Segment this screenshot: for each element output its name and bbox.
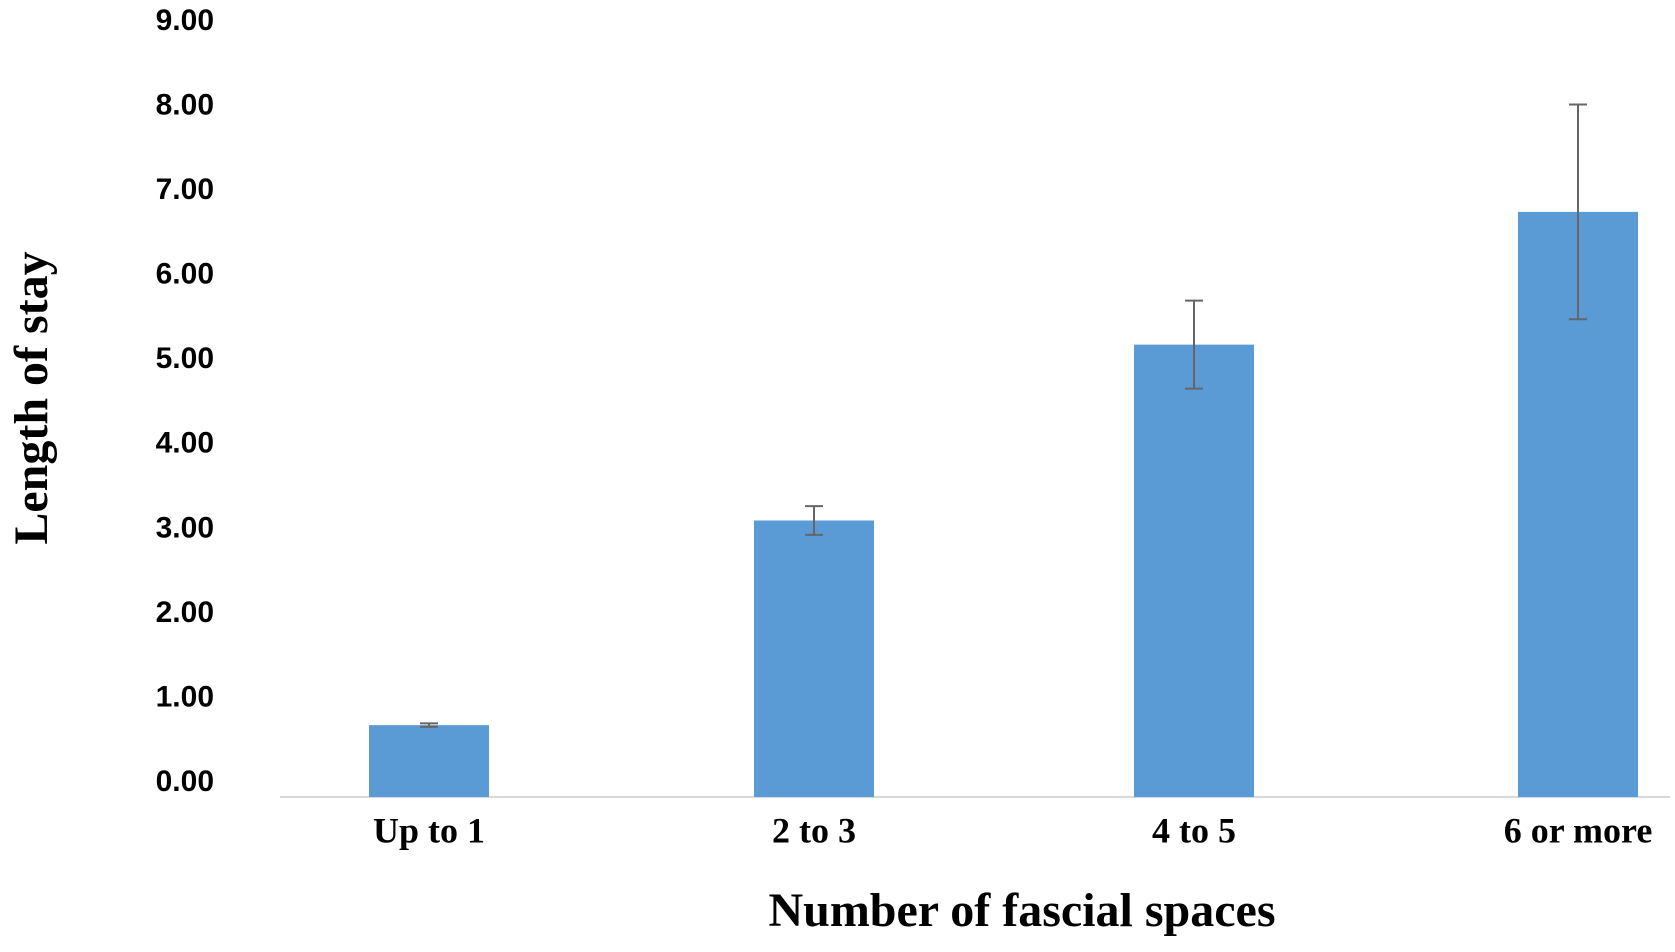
x-tick-label: 2 to 3 — [772, 810, 856, 850]
y-tick-label: 5.00 — [156, 342, 214, 375]
y-tick-label: 9.00 — [156, 4, 214, 37]
y-tick-label: 6.00 — [156, 258, 214, 291]
y-tick-label: 4.00 — [156, 427, 214, 460]
x-tick-label: 4 to 5 — [1152, 810, 1236, 850]
bar — [1134, 344, 1254, 797]
y-tick-label: 0.00 — [156, 765, 214, 798]
y-axis-title: Length of stay — [5, 251, 58, 544]
bar — [754, 520, 874, 797]
x-tick-label: Up to 1 — [373, 810, 485, 850]
y-tick-label: 2.00 — [156, 596, 214, 629]
y-tick-label: 3.00 — [156, 511, 214, 544]
y-tick-label: 7.00 — [156, 173, 214, 206]
bar — [369, 725, 489, 797]
x-axis-title: Number of fascial spaces — [768, 884, 1275, 937]
x-tick-label: 6 or more — [1504, 810, 1653, 850]
y-tick-label: 8.00 — [156, 88, 214, 121]
y-tick-label: 1.00 — [156, 680, 214, 713]
